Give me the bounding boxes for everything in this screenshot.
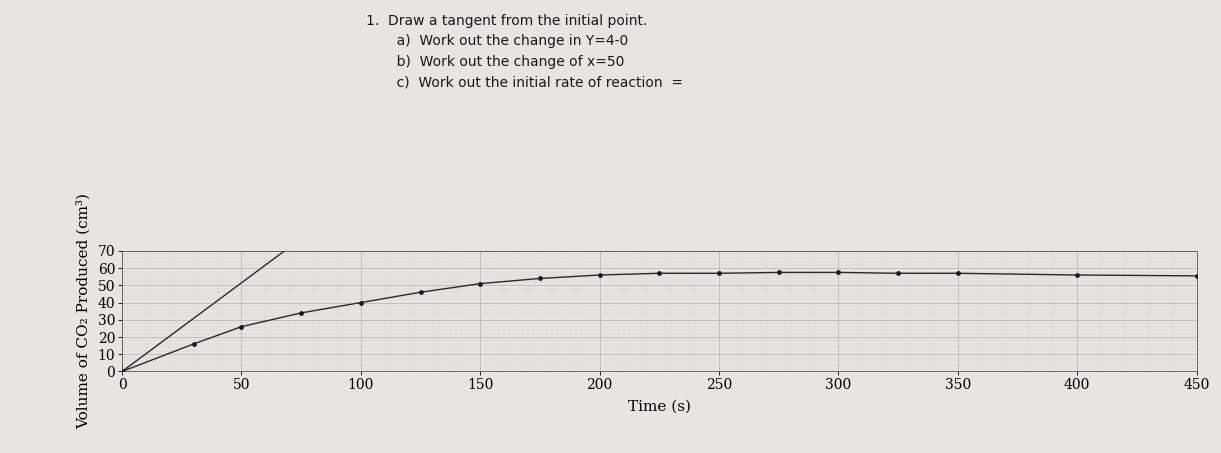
Point [1187, 272, 1206, 280]
Point [530, 275, 549, 282]
Y-axis label: Volume of CO₂ Produced (cm³): Volume of CO₂ Produced (cm³) [76, 193, 90, 429]
Point [829, 269, 849, 276]
Point [1067, 271, 1087, 279]
X-axis label: Time (s): Time (s) [628, 400, 691, 413]
Point [112, 368, 132, 375]
Point [650, 270, 669, 277]
Point [709, 270, 729, 277]
Point [184, 340, 204, 347]
Point [292, 309, 311, 317]
Point [232, 323, 252, 330]
Text: 1.  Draw a tangent from the initial point.
       a)  Work out the change in Y=4: 1. Draw a tangent from the initial point… [366, 14, 684, 89]
Point [769, 269, 789, 276]
Point [590, 271, 609, 279]
Point [410, 289, 430, 296]
Point [470, 280, 490, 287]
Point [889, 270, 908, 277]
Point [947, 270, 967, 277]
Point [352, 299, 371, 306]
